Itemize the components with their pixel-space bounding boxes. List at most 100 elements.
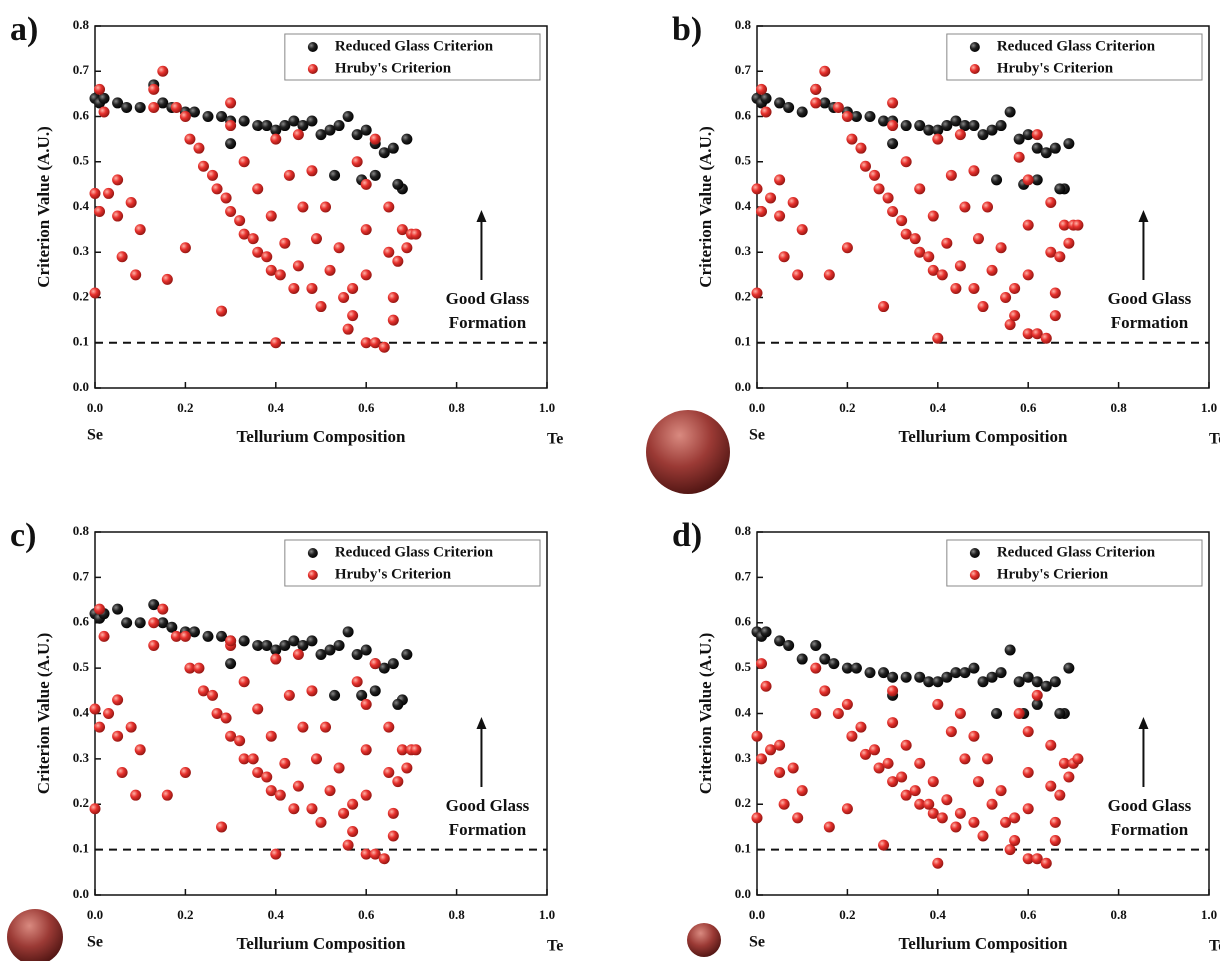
data-point <box>134 617 146 629</box>
data-point <box>252 766 264 778</box>
data-point <box>896 215 908 227</box>
data-point <box>873 183 885 195</box>
data-point <box>347 825 359 837</box>
legend-label: Reduced Glass Criterion <box>997 38 1156 54</box>
data-point <box>324 124 336 136</box>
y-tick-label: 0.2 <box>73 288 89 303</box>
data-point <box>882 757 894 769</box>
data-point <box>252 639 264 651</box>
arrow-head <box>1138 210 1149 222</box>
data-point <box>810 662 822 674</box>
data-point <box>225 635 237 647</box>
data-point <box>338 807 350 819</box>
data-point <box>887 685 899 697</box>
data-point <box>347 798 359 810</box>
data-point <box>977 301 989 313</box>
data-point <box>157 617 169 629</box>
legend-box <box>946 539 1203 587</box>
data-point <box>202 630 214 642</box>
data-point <box>103 187 115 199</box>
data-point <box>184 133 196 145</box>
data-point <box>914 246 926 258</box>
data-point <box>216 111 228 122</box>
data-point <box>1031 853 1043 865</box>
data-point <box>369 337 381 349</box>
data-point <box>360 698 372 710</box>
data-point <box>148 599 160 611</box>
data-point <box>1049 310 1061 322</box>
data-point <box>882 192 894 204</box>
data-point <box>914 120 926 132</box>
data-point <box>932 332 944 344</box>
data-point <box>774 739 786 751</box>
data-point <box>157 603 169 615</box>
x-tick-label: 0.8 <box>1110 400 1127 415</box>
chart-panel: d) 0.0 0.2 0.4 0.6 0.8 1.0 0.0 0.1 0.2 0.3 0.4 0.5 0.… <box>672 517 1220 955</box>
sphere-icon <box>687 923 721 957</box>
arrow-head <box>476 210 487 222</box>
data-point <box>320 201 332 213</box>
data-point <box>887 138 899 150</box>
data-point <box>1054 708 1066 719</box>
x-end-label: Te <box>1209 431 1220 448</box>
data-point <box>1022 766 1034 778</box>
data-point <box>288 282 300 294</box>
y-tick-label: 0.3 <box>73 243 90 258</box>
data-point <box>1045 246 1057 258</box>
data-point <box>238 676 250 688</box>
data-point <box>225 206 237 218</box>
data-point <box>1054 789 1066 801</box>
data-point <box>392 255 404 267</box>
data-point <box>112 603 124 615</box>
data-point <box>1004 106 1016 118</box>
data-point <box>846 133 858 145</box>
x-axis-title: Tellurium Composition <box>237 934 406 953</box>
data-point <box>774 635 786 647</box>
data-point <box>220 192 232 204</box>
data-point <box>315 129 327 141</box>
data-point <box>887 97 899 109</box>
data-point <box>270 133 282 145</box>
data-point <box>841 242 853 254</box>
data-point <box>909 233 921 245</box>
y-tick-label: 0.4 <box>735 704 752 719</box>
data-point <box>914 183 926 195</box>
data-point <box>1063 138 1075 150</box>
data-point <box>1009 835 1021 847</box>
data-point <box>927 776 939 788</box>
data-point <box>810 97 822 109</box>
data-point <box>1040 680 1052 692</box>
data-point <box>756 753 768 765</box>
data-point <box>972 233 984 245</box>
data-point <box>986 798 998 810</box>
data-point <box>778 798 790 810</box>
data-point <box>823 821 835 833</box>
data-point <box>855 721 867 733</box>
data-point <box>297 201 309 213</box>
x-tick-label: 0.0 <box>749 400 765 415</box>
data-point <box>306 165 318 177</box>
x-tick-label: 1.0 <box>539 400 555 415</box>
data-point <box>98 630 110 642</box>
data-point <box>778 251 790 263</box>
y-tick-label: 0.4 <box>735 198 752 213</box>
data-point <box>369 658 381 670</box>
data-point <box>288 803 300 815</box>
y-tick-label: 0.4 <box>73 198 90 213</box>
data-point <box>855 142 867 154</box>
data-point <box>148 617 160 629</box>
data-point <box>954 807 966 819</box>
data-point <box>959 120 971 132</box>
data-point <box>941 671 953 683</box>
data-point <box>932 133 944 145</box>
data-point <box>220 712 232 724</box>
data-point <box>112 174 124 186</box>
data-point <box>1054 183 1066 195</box>
data-point <box>179 111 191 122</box>
data-point <box>954 708 966 719</box>
data-point <box>383 721 395 733</box>
data-point <box>1013 708 1025 719</box>
data-point <box>982 753 994 765</box>
data-point <box>1072 753 1084 765</box>
data-point <box>1013 133 1025 145</box>
